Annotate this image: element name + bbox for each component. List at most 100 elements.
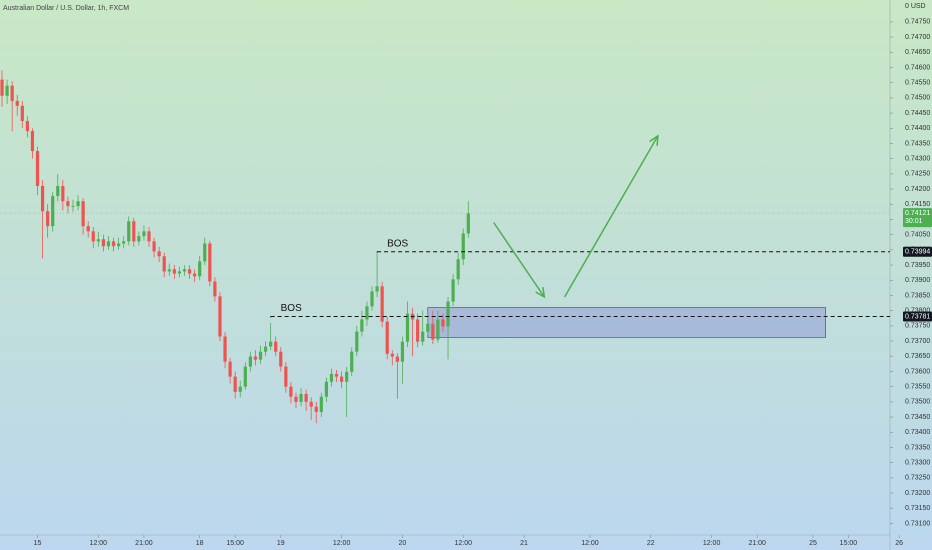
candle-body: [370, 291, 374, 307]
candle-body: [86, 226, 90, 232]
candle-body: [258, 351, 263, 360]
bos-label: BOS: [281, 303, 302, 314]
y-tick-label: 0.73850: [905, 292, 930, 299]
candle-body: [299, 393, 303, 402]
candle-body: [96, 239, 100, 242]
candle-body: [446, 301, 450, 327]
candle-body: [147, 231, 151, 242]
candle-body: [5, 85, 9, 96]
y-tick-label: 0.74150: [905, 201, 930, 208]
y-tick-label: 0.74750: [905, 19, 930, 26]
candle-body: [466, 213, 470, 234]
y-tick-label: 0.73200: [905, 490, 930, 497]
candle-body: [228, 361, 232, 377]
x-tick-label: 15:00: [226, 540, 244, 547]
y-tick-label: 0.73750: [905, 323, 930, 330]
y-tick-label: 0.74450: [905, 110, 930, 117]
level-label: 0.73781: [905, 313, 930, 320]
candle-body: [289, 386, 293, 397]
candle-body: [350, 351, 354, 372]
y-tick-label: 0.73950: [905, 262, 930, 269]
candle-body: [309, 401, 313, 407]
y-tick-label: 0.73100: [905, 520, 930, 527]
candle-body: [177, 271, 182, 274]
y-tick-label: 0.74350: [905, 140, 930, 147]
candle-body: [61, 186, 65, 202]
candle-body: [253, 356, 258, 360]
candle-body: [385, 321, 389, 354]
x-tick-label: 19: [277, 540, 285, 547]
x-tick-label: 18: [196, 540, 204, 547]
candle-body: [101, 239, 105, 247]
candle-body: [76, 201, 80, 207]
countdown-label: 30:01: [905, 218, 923, 225]
candle-body: [416, 319, 420, 342]
candle-body: [71, 206, 75, 207]
candle-body: [213, 281, 217, 297]
arrow-shaft: [493, 222, 545, 298]
candle-body: [20, 105, 24, 121]
y-tick-label: 0.73600: [905, 368, 930, 375]
candle-body: [279, 351, 283, 367]
candle-body: [238, 386, 242, 392]
level-box: [903, 311, 932, 322]
candle-body: [395, 356, 399, 362]
level-label: 0.73994: [905, 249, 930, 256]
y-tick-label: 0.73400: [905, 429, 930, 436]
x-tick-label: 12:00: [703, 540, 721, 547]
candle-body: [263, 346, 268, 352]
y-tick-label: 0.74700: [905, 34, 930, 41]
candle-body: [284, 366, 288, 387]
candle-body: [380, 286, 384, 322]
x-tick-label: 25: [809, 540, 817, 547]
y-tick-label: 0.73250: [905, 475, 930, 482]
candle-body: [122, 241, 126, 244]
candle-body: [314, 406, 318, 412]
candle-body: [405, 313, 410, 342]
candle-body: [35, 151, 40, 187]
chart-title: Australian Dollar / U.S. Dollar, 1h, FXC…: [3, 5, 129, 12]
candle-body: [172, 269, 176, 274]
x-tick-label: 21: [520, 540, 528, 547]
x-tick-label: 12:00: [581, 540, 599, 547]
candle-body: [208, 243, 212, 282]
candle-body: [431, 323, 435, 340]
candle-body: [106, 241, 111, 247]
last-price-box: [903, 208, 932, 228]
candle-body: [426, 323, 430, 332]
candle-body: [345, 371, 349, 382]
y-tick-label: 0.73900: [905, 277, 930, 284]
y-tick-label: 0.74550: [905, 80, 930, 87]
y-tick-label: 0.74600: [905, 64, 930, 71]
x-tick-label: 12:00: [454, 540, 472, 547]
candle-body: [157, 251, 161, 257]
x-tick-label: 20: [399, 540, 407, 547]
candle-body: [461, 233, 465, 260]
candle-body: [56, 186, 60, 197]
arrow-head: [535, 286, 546, 299]
candle-body: [152, 241, 156, 252]
candle-body: [319, 396, 323, 412]
candle-body: [304, 393, 308, 402]
candle-body: [223, 336, 227, 362]
candle-body: [324, 381, 329, 397]
candle-body: [456, 259, 460, 280]
y-tick-label: 0.73450: [905, 414, 930, 421]
y-tick-label: 0.74250: [905, 171, 930, 178]
candle-body: [15, 100, 19, 106]
candle-body: [10, 85, 14, 101]
candle-body: [40, 186, 45, 212]
candle-body: [436, 319, 440, 340]
candle-body: [218, 296, 222, 337]
x-tick-label: 12:00: [333, 540, 351, 547]
candle-body: [334, 373, 339, 377]
x-tick-label: 15: [34, 540, 42, 547]
bos-label: BOS: [387, 238, 408, 249]
candle-body: [294, 396, 298, 402]
candle-body: [66, 201, 70, 207]
y-tick-label: 0.74650: [905, 49, 930, 56]
candle-body: [248, 356, 252, 367]
candle-body: [187, 269, 192, 274]
y-tick-label: 0.74500: [905, 95, 930, 102]
currency-label: 0 USD: [905, 3, 926, 10]
